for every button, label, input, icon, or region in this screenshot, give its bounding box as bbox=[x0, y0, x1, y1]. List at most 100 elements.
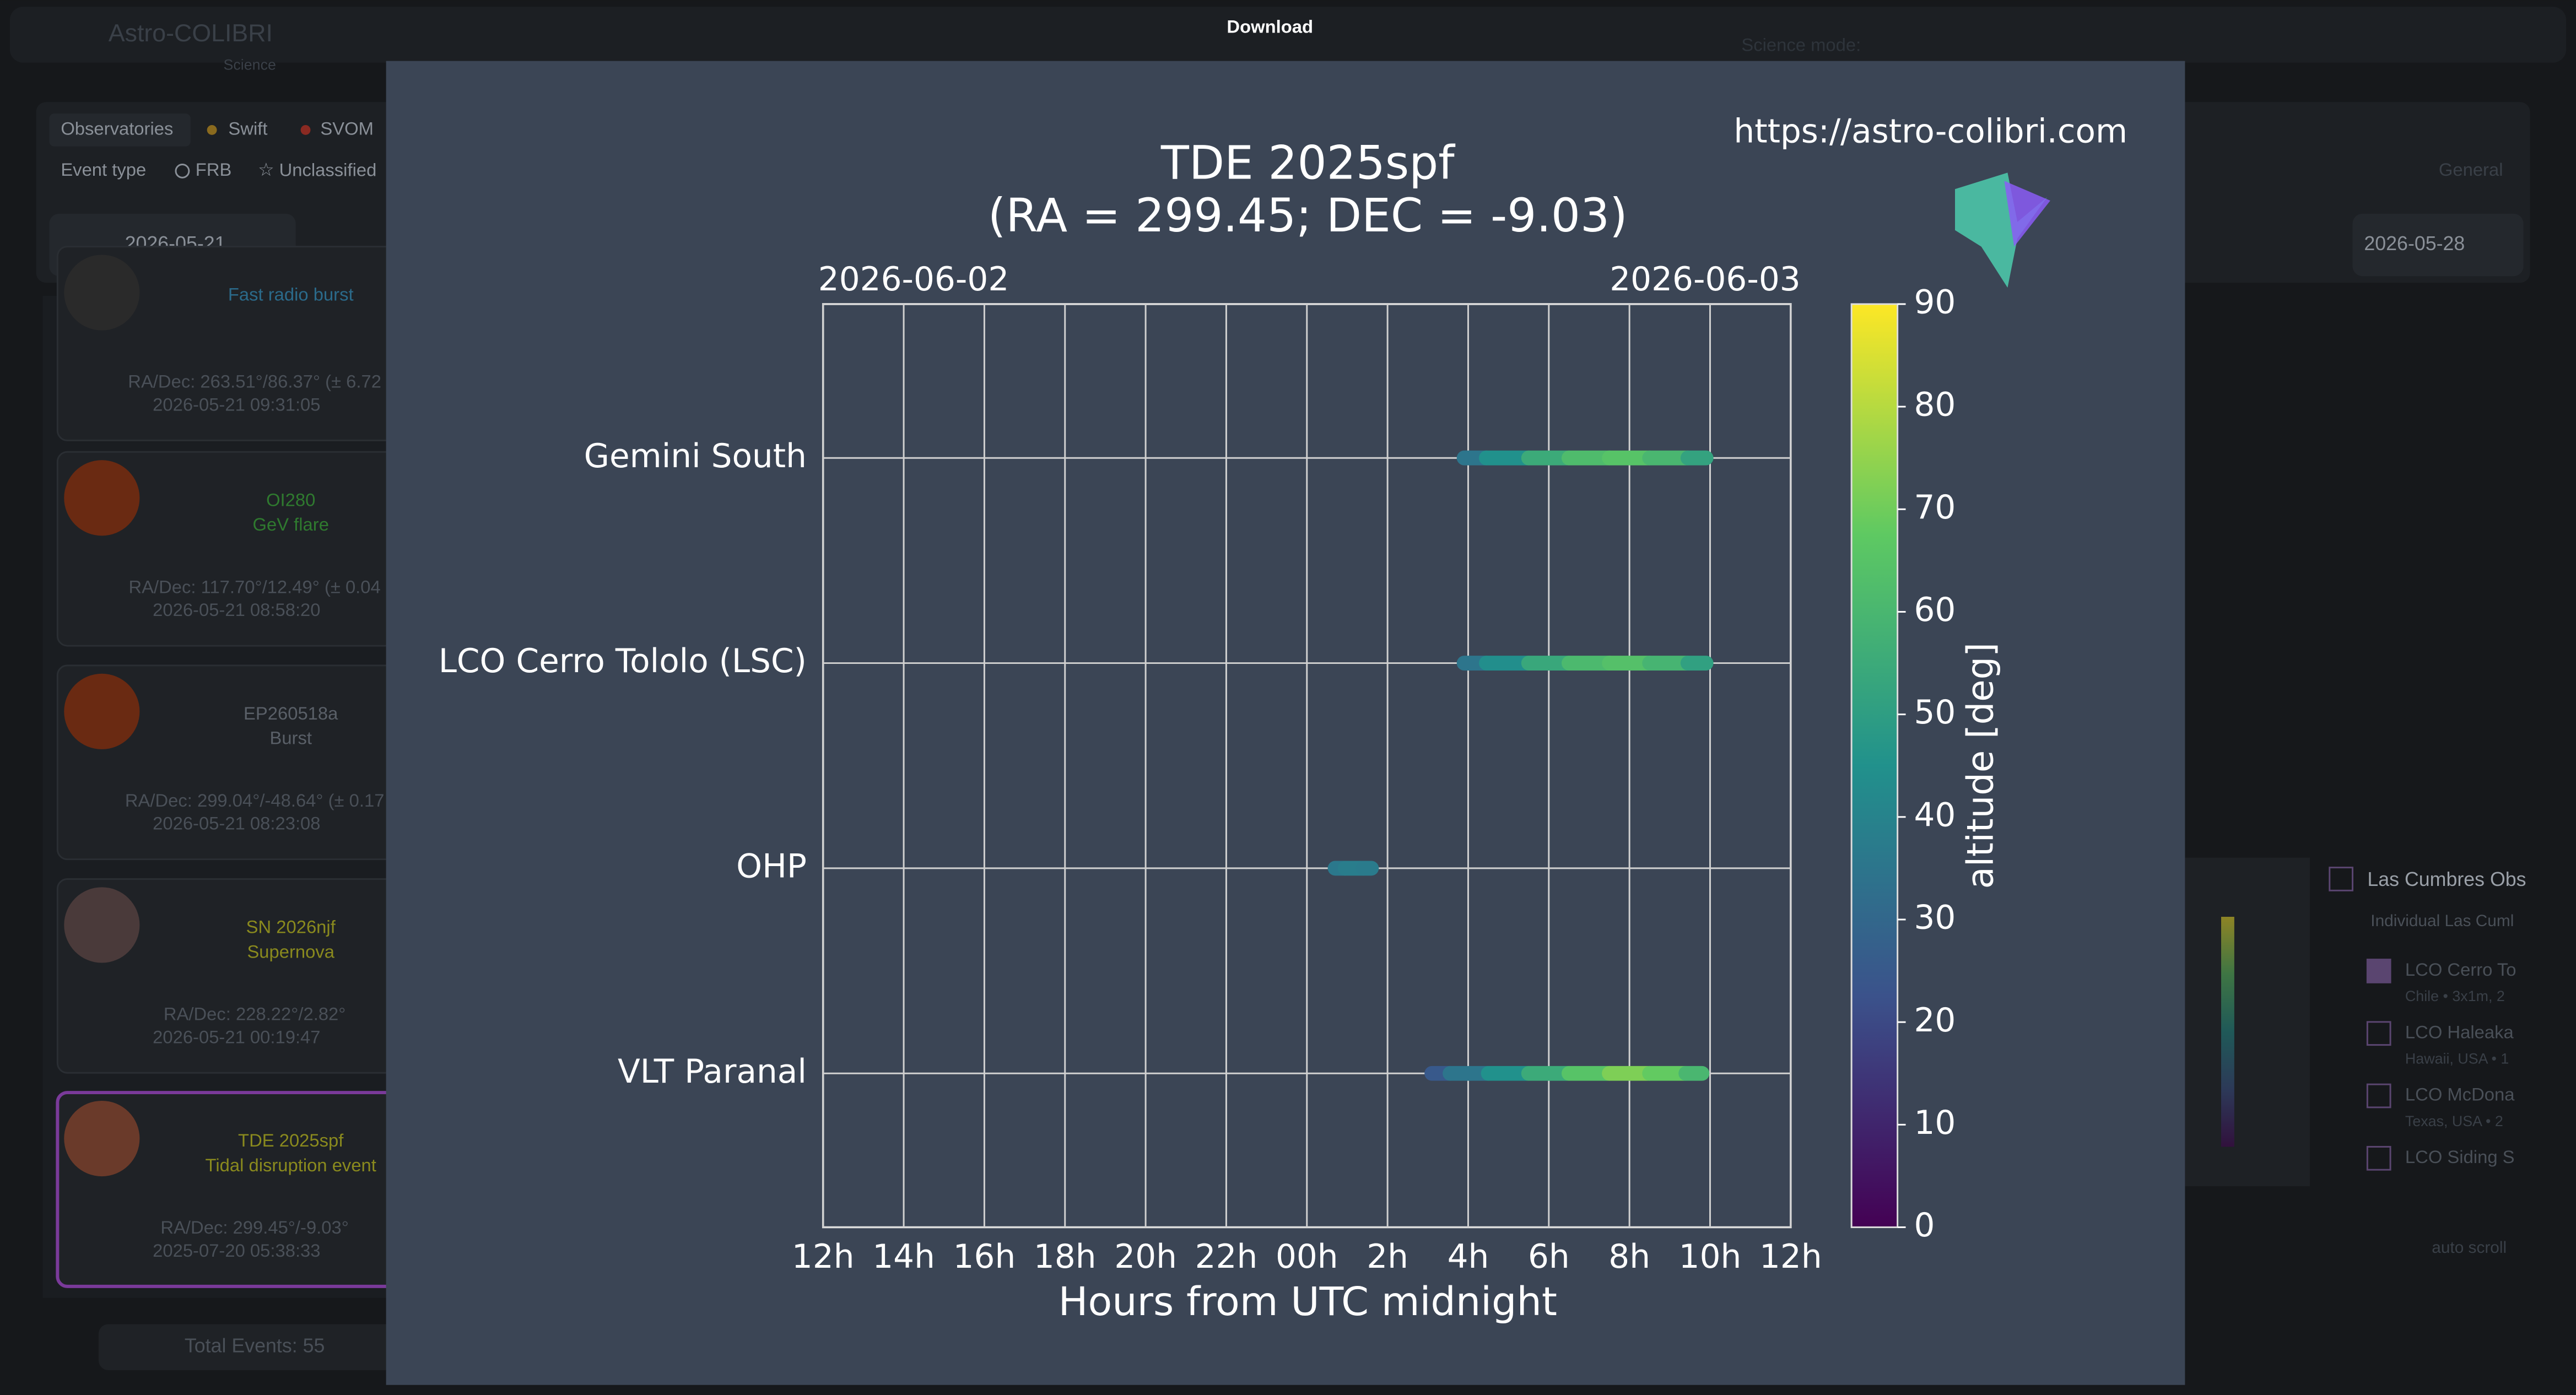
colorbar-tick-label: 90 bbox=[1914, 284, 1956, 322]
filter-label: Unclassified bbox=[279, 159, 377, 180]
event-avatar bbox=[64, 255, 140, 331]
filter-label: Event type bbox=[61, 159, 146, 180]
event-kind: GeV flare bbox=[252, 514, 328, 534]
filter-label[interactable]: ☆ Unclassified bbox=[258, 159, 376, 180]
checkbox[interactable] bbox=[2366, 1083, 2391, 1109]
event-coords: RA/Dec: 228.22°/2.82° bbox=[164, 1004, 346, 1024]
date-label: 2026-06-03 bbox=[1610, 261, 1801, 299]
observatory-item: LCO Cerro To bbox=[2405, 959, 2516, 980]
x-tick-label: 12h bbox=[1759, 1238, 1822, 1276]
event-kind: Supernova bbox=[247, 941, 334, 961]
total-events: Total Events: 55 bbox=[185, 1335, 325, 1357]
checkbox[interactable] bbox=[2366, 1021, 2391, 1046]
y-tick-label: LCO Cerro Tololo (LSC) bbox=[439, 642, 807, 680]
event-coords: RA/Dec: 117.70°/12.49° (± 0.04 bbox=[128, 576, 380, 597]
y-tick-label: Gemini South bbox=[584, 437, 807, 475]
colorbar-tick-label: 30 bbox=[1914, 899, 1956, 937]
svom-dot bbox=[300, 125, 311, 135]
x-tick-label: 22h bbox=[1195, 1238, 1258, 1276]
x-tick-label: 12h bbox=[792, 1238, 855, 1276]
event-name: Fast radio burst bbox=[228, 284, 354, 305]
chart: TDE 2025spf (RA = 299.45; DEC = -9.03) h… bbox=[439, 112, 2127, 1324]
observatory-list: LCO Cerro To Chile • 3x1m, 2 LCO Haleaka Ha… bbox=[2366, 959, 2516, 1171]
event-coords: RA/Dec: 263.51°/86.37° (± 6.72 bbox=[128, 371, 381, 392]
top-bar bbox=[9, 7, 2567, 63]
checkbox[interactable] bbox=[2366, 1145, 2391, 1171]
x-tick-label: 14h bbox=[872, 1238, 935, 1276]
y-tick-label: VLT Paranal bbox=[618, 1053, 807, 1091]
filter-chip[interactable] bbox=[49, 113, 191, 147]
x-tick-label: 20h bbox=[1114, 1238, 1177, 1276]
event-avatar bbox=[64, 1100, 140, 1177]
filter-label[interactable]: SVOM bbox=[320, 118, 374, 139]
colorbar-tick-label: 80 bbox=[1914, 386, 1956, 424]
date-to: 2026-05-28 bbox=[2364, 233, 2465, 255]
thumbnail-colorbar bbox=[2221, 917, 2234, 1147]
checkbox[interactable] bbox=[2329, 867, 2354, 891]
auto-scroll[interactable]: auto scroll bbox=[2432, 1239, 2507, 1257]
x-tick-label: 00h bbox=[1276, 1238, 1338, 1276]
app-sub: Science bbox=[223, 57, 276, 73]
frb-icon bbox=[175, 164, 190, 179]
event-name: TDE 2025spf bbox=[238, 1130, 344, 1150]
event-time: 2026-05-21 09:31:05 bbox=[153, 394, 320, 414]
science-mode: Science mode: bbox=[1741, 34, 1861, 55]
observatory-item: LCO Haleaka bbox=[2405, 1021, 2514, 1042]
x-tick-label: 8h bbox=[1608, 1238, 1650, 1276]
event-time: 2026-05-21 00:19:47 bbox=[153, 1026, 320, 1047]
event-name: SN 2026njf bbox=[246, 917, 336, 937]
colorbar-tick-label: 20 bbox=[1914, 1002, 1956, 1040]
checkbox[interactable] bbox=[2366, 959, 2391, 983]
app-name: Astro-COLIBRI bbox=[109, 20, 273, 47]
observatory-item: LCO Siding S bbox=[2405, 1147, 2515, 1167]
event-name: EP260518a bbox=[244, 703, 338, 723]
colorbar-label: altitude [deg] bbox=[1960, 642, 2002, 889]
observatory-name: Las Cumbres Obs bbox=[2367, 868, 2526, 890]
chart-title: TDE 2025spf bbox=[1160, 136, 1455, 190]
total-box bbox=[98, 1324, 411, 1370]
url: https://astro-colibri.com bbox=[1733, 112, 2127, 150]
date-label: 2026-06-02 bbox=[818, 261, 1009, 299]
x-tick-label: 18h bbox=[1034, 1238, 1097, 1276]
colorbar-tick-label: 50 bbox=[1914, 694, 1956, 732]
colorbar-tick-label: 40 bbox=[1914, 796, 1956, 834]
filter-label[interactable]: Swift bbox=[228, 118, 267, 139]
tab-general[interactable]: General bbox=[2439, 159, 2503, 180]
event-time: 2026-05-21 08:23:08 bbox=[153, 813, 320, 834]
logo bbox=[1954, 172, 2047, 288]
x-axis-label: Hours from UTC midnight bbox=[1059, 1279, 1557, 1324]
chart-subtitle: (RA = 299.45; DEC = -9.03) bbox=[988, 189, 1628, 242]
date-box[interactable] bbox=[2352, 213, 2524, 277]
event-avatar bbox=[64, 460, 140, 536]
event-coords: RA/Dec: 299.45°/-9.03° bbox=[160, 1217, 348, 1237]
x-tick-label: 6h bbox=[1528, 1238, 1570, 1276]
filter-label[interactable]: FRB bbox=[196, 159, 232, 180]
download-button[interactable]: Download bbox=[1227, 17, 1313, 37]
swift-dot bbox=[207, 125, 217, 135]
x-tick-label: 10h bbox=[1679, 1238, 1742, 1276]
group-name: Individual Las Cuml bbox=[2370, 912, 2514, 930]
colorbar bbox=[1850, 303, 1899, 1229]
x-tick-label: 16h bbox=[953, 1238, 1016, 1276]
colorbar-tick-label: 10 bbox=[1914, 1104, 1956, 1142]
logo bbox=[2004, 181, 2050, 247]
event-time: 2026-05-21 08:58:20 bbox=[153, 599, 320, 620]
filter-label: Observatories bbox=[61, 118, 173, 139]
x-tick-label: 4h bbox=[1448, 1238, 1489, 1276]
colorbar-tick-label: 60 bbox=[1914, 591, 1956, 629]
observatory-detail: Chile • 3x1m, 2 bbox=[2405, 988, 2505, 1004]
event-name: OI280 bbox=[266, 489, 315, 510]
observatory-item: LCO McDona bbox=[2405, 1084, 2515, 1105]
y-tick-label: OHP bbox=[736, 848, 807, 886]
event-time: 2025-07-20 05:38:33 bbox=[153, 1240, 320, 1261]
observatory-detail: Hawaii, USA • 1 bbox=[2405, 1051, 2509, 1067]
event-coords: RA/Dec: 299.04°/-48.64° (± 0.17 bbox=[125, 790, 385, 810]
event-avatar bbox=[64, 673, 140, 749]
x-tick-label: 2h bbox=[1367, 1238, 1408, 1276]
event-kind: Burst bbox=[269, 728, 312, 748]
colorbar-tick-label: 0 bbox=[1914, 1207, 1935, 1245]
thumbnail bbox=[2185, 857, 2310, 1186]
observatory-detail: Texas, USA • 2 bbox=[2405, 1113, 2503, 1129]
